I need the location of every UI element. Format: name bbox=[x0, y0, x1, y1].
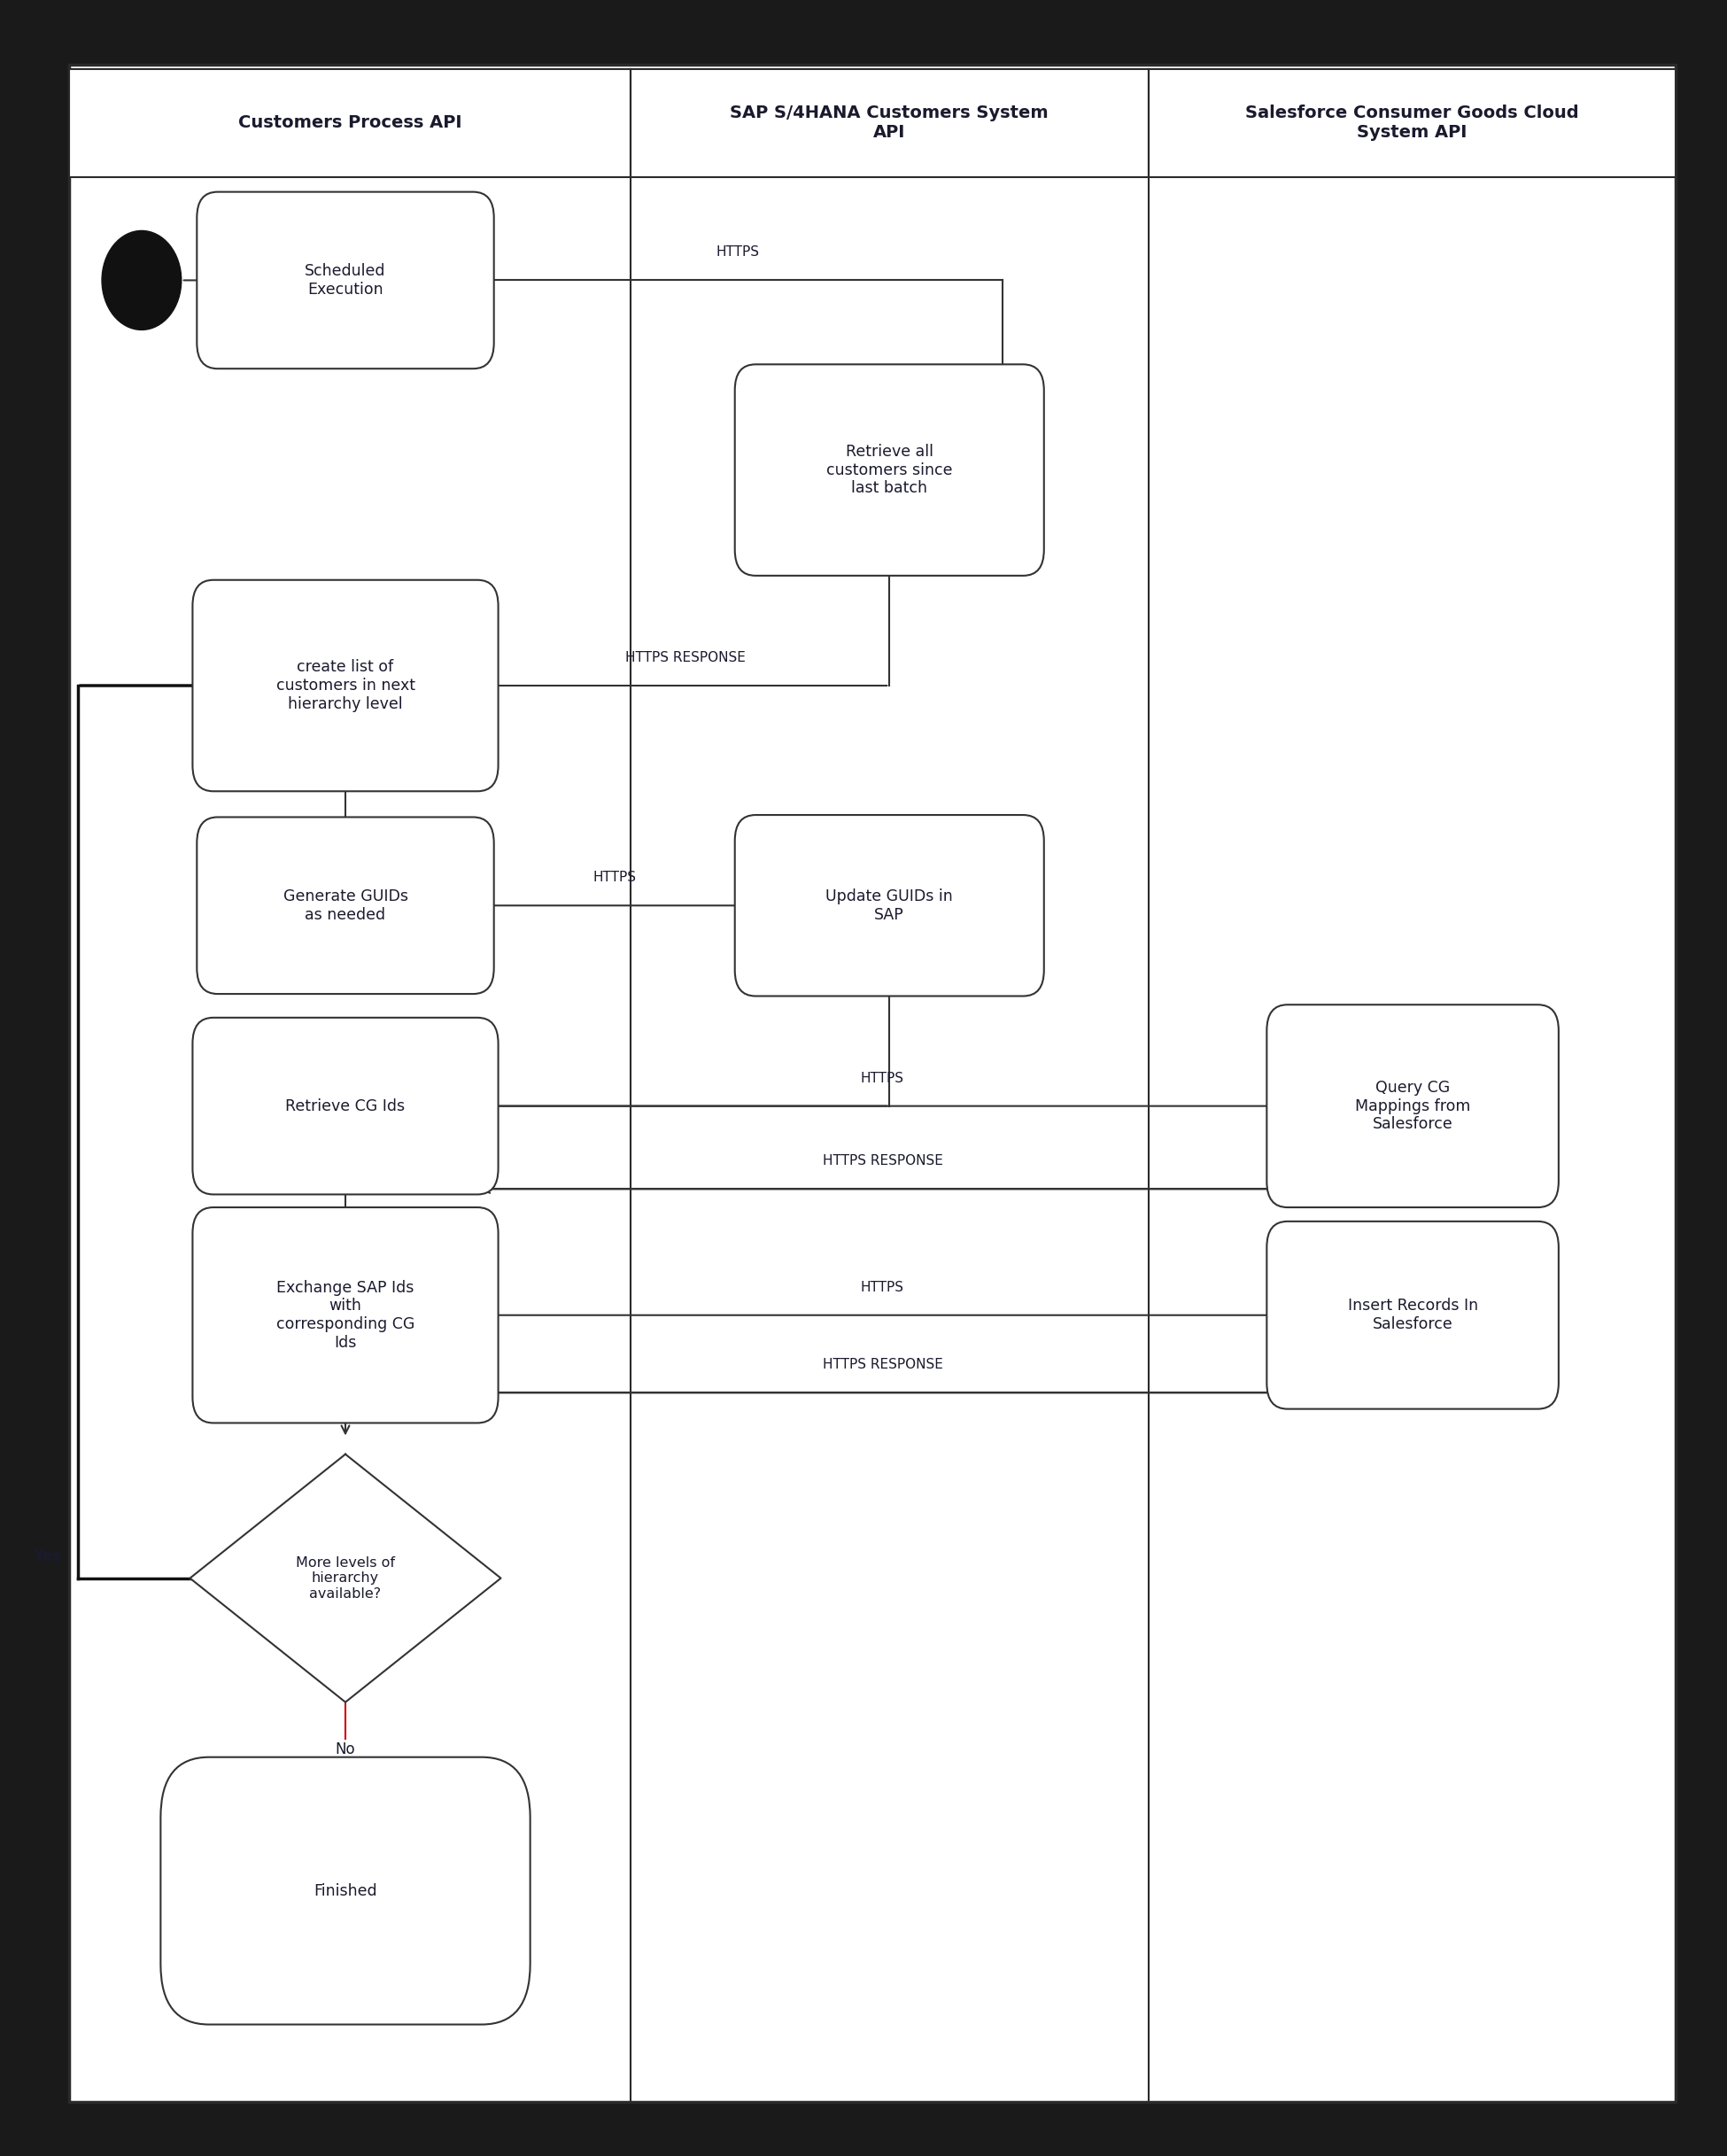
Text: Update GUIDs in
SAP: Update GUIDs in SAP bbox=[826, 888, 953, 923]
Polygon shape bbox=[190, 1453, 501, 1703]
FancyBboxPatch shape bbox=[161, 1757, 530, 2024]
FancyBboxPatch shape bbox=[1266, 1005, 1558, 1207]
Text: HTTPS: HTTPS bbox=[592, 871, 636, 884]
FancyBboxPatch shape bbox=[193, 580, 497, 791]
Text: create list of
customers in next
hierarchy level: create list of customers in next hierarc… bbox=[276, 660, 414, 711]
Text: Retrieve CG Ids: Retrieve CG Ids bbox=[285, 1097, 406, 1115]
Text: HTTPS: HTTPS bbox=[860, 1281, 905, 1294]
Text: HTTPS RESPONSE: HTTPS RESPONSE bbox=[822, 1358, 943, 1371]
Text: SAP S/4HANA Customers System
API: SAP S/4HANA Customers System API bbox=[731, 106, 1048, 140]
Text: Exchange SAP Ids
with
corresponding CG
Ids: Exchange SAP Ids with corresponding CG I… bbox=[276, 1279, 414, 1352]
Text: No: No bbox=[335, 1742, 356, 1757]
Text: HTTPS RESPONSE: HTTPS RESPONSE bbox=[822, 1153, 943, 1169]
FancyBboxPatch shape bbox=[736, 364, 1043, 576]
FancyBboxPatch shape bbox=[193, 1207, 497, 1423]
Text: Finished: Finished bbox=[314, 1882, 376, 1899]
Circle shape bbox=[102, 231, 181, 330]
Text: Generate GUIDs
as needed: Generate GUIDs as needed bbox=[283, 888, 408, 923]
Bar bbox=[1148, 69, 1675, 177]
Text: Query CG
Mappings from
Salesforce: Query CG Mappings from Salesforce bbox=[1356, 1080, 1470, 1132]
FancyBboxPatch shape bbox=[736, 815, 1043, 996]
Text: HTTPS: HTTPS bbox=[717, 246, 760, 259]
Text: Insert Records In
Salesforce: Insert Records In Salesforce bbox=[1347, 1298, 1478, 1332]
FancyBboxPatch shape bbox=[197, 192, 494, 369]
FancyBboxPatch shape bbox=[197, 817, 494, 994]
FancyBboxPatch shape bbox=[1266, 1220, 1558, 1410]
Text: More levels of
hierarchy
available?: More levels of hierarchy available? bbox=[295, 1557, 395, 1600]
Text: Retrieve all
customers since
last batch: Retrieve all customers since last batch bbox=[826, 444, 953, 496]
Text: Scheduled
Execution: Scheduled Execution bbox=[306, 263, 385, 298]
FancyBboxPatch shape bbox=[193, 1018, 497, 1194]
Bar bbox=[630, 69, 1148, 177]
Text: Salesforce Consumer Goods Cloud
System API: Salesforce Consumer Goods Cloud System A… bbox=[1245, 106, 1578, 140]
Text: HTTPS: HTTPS bbox=[860, 1072, 905, 1084]
Text: HTTPS RESPONSE: HTTPS RESPONSE bbox=[625, 651, 746, 664]
Text: Yes: Yes bbox=[33, 1548, 60, 1565]
Bar bbox=[69, 69, 630, 177]
Text: Customers Process API: Customers Process API bbox=[238, 114, 461, 132]
